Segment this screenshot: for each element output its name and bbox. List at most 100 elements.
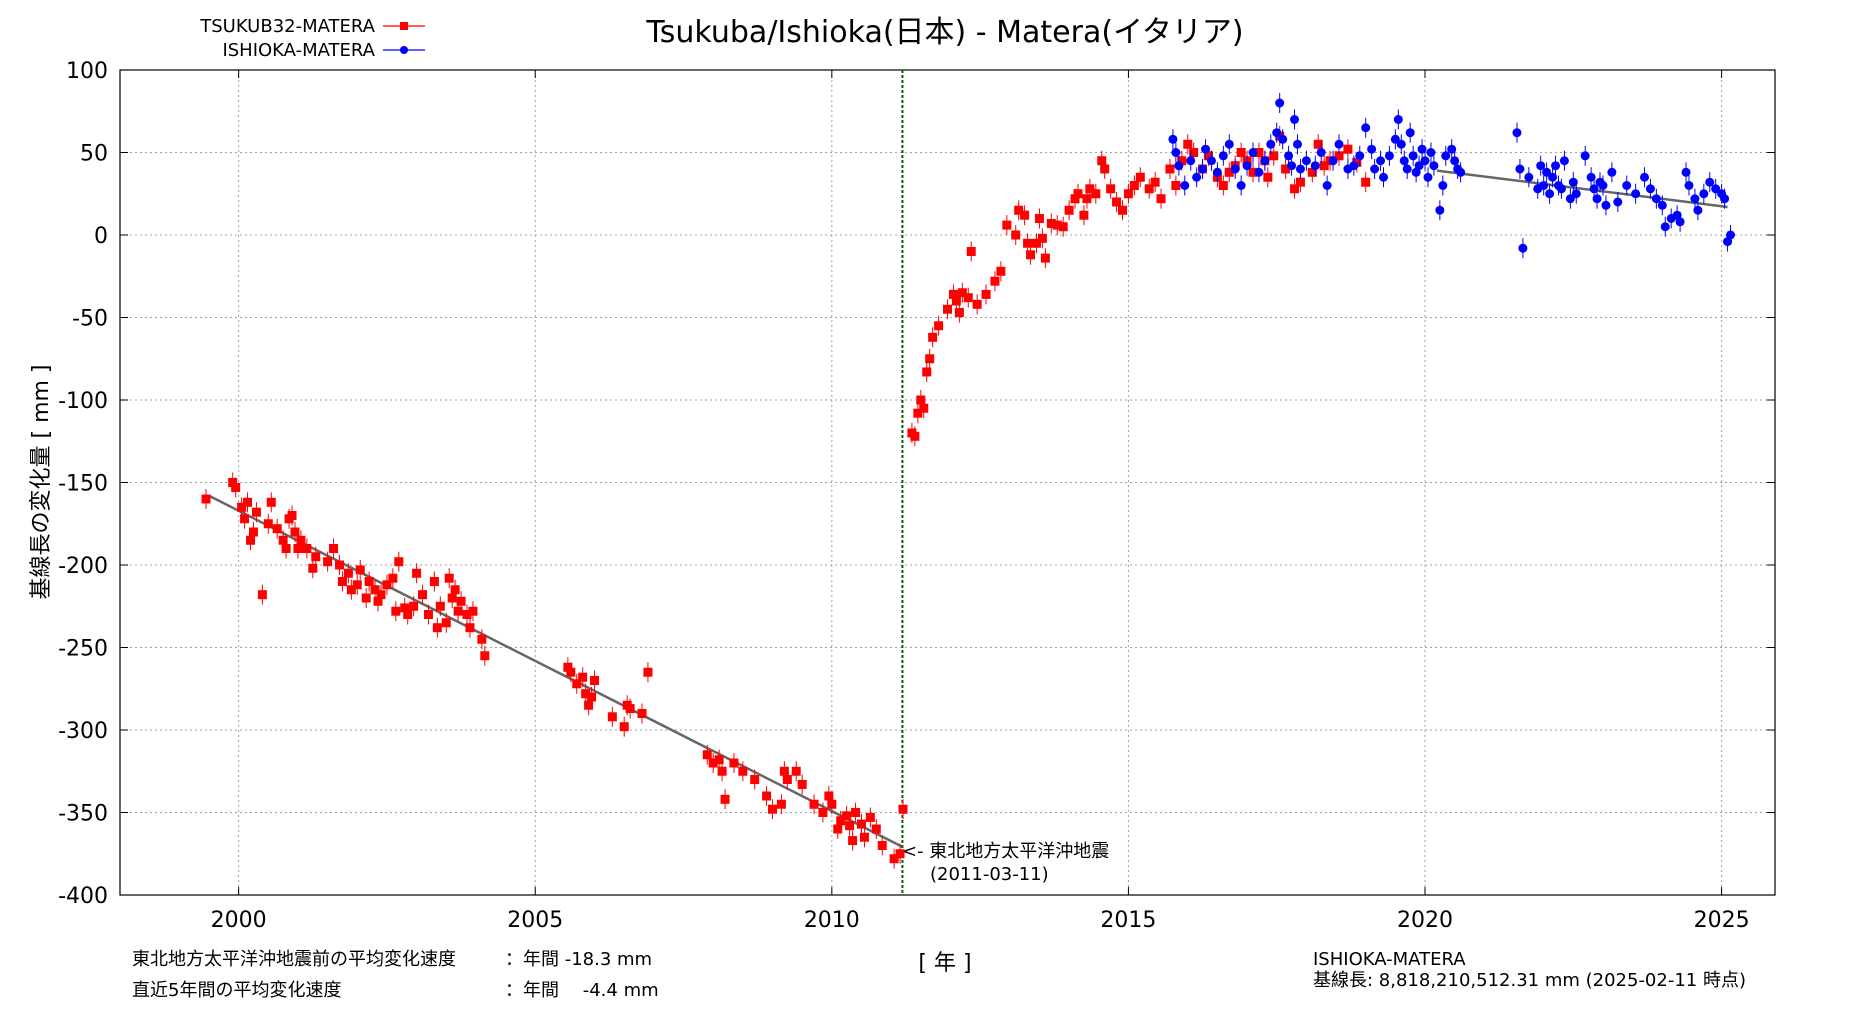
- data-point-tsukub32: [352, 580, 362, 590]
- data-point-tsukub32: [782, 775, 792, 784]
- data-point-tsukub32: [566, 667, 576, 677]
- data-point-tsukub32: [1281, 164, 1291, 174]
- legend-label-ishioka: ISHIOKA-MATERA: [222, 40, 375, 61]
- data-point-ishioka: [1290, 115, 1300, 124]
- rate-before-label: 東北地方太平洋沖地震前の平均変化速度: [132, 949, 456, 970]
- data-point-tsukub32: [477, 634, 487, 644]
- data-point-tsukub32: [963, 293, 973, 303]
- data-point-tsukub32: [296, 535, 306, 545]
- data-point-ishioka: [1571, 189, 1581, 199]
- data-point-ishioka: [1295, 164, 1305, 174]
- x-axis-label: [ 年 ]: [918, 951, 971, 976]
- data-point-tsukub32: [1070, 194, 1080, 204]
- data-point-tsukub32: [1014, 205, 1024, 215]
- data-point-tsukub32: [1106, 184, 1116, 194]
- data-point-tsukub32: [824, 791, 834, 801]
- data-point-tsukub32: [702, 750, 712, 760]
- data-point-tsukub32: [607, 712, 617, 722]
- legend-marker-ishioka: [400, 46, 408, 54]
- data-point-ishioka: [1539, 181, 1549, 190]
- data-point-ishioka: [1218, 151, 1228, 161]
- data-point-tsukub32: [1156, 194, 1166, 204]
- data-point-tsukub32: [278, 535, 288, 545]
- legend-marker-tsukub32: [400, 22, 408, 30]
- data-point-tsukub32: [435, 601, 445, 611]
- y-tick-label: -250: [58, 637, 108, 662]
- data-point-tsukub32: [1002, 220, 1012, 230]
- data-point-tsukub32: [376, 590, 386, 600]
- data-point-tsukub32: [1040, 253, 1050, 263]
- data-point-ishioka: [1660, 222, 1670, 232]
- data-point-tsukub32: [1135, 172, 1145, 182]
- data-point-tsukub32: [266, 497, 276, 507]
- data-point-tsukub32: [572, 679, 582, 689]
- data-point-tsukub32: [429, 577, 439, 586]
- data-point-tsukub32: [818, 808, 828, 817]
- data-point-ishioka: [1645, 184, 1655, 194]
- data-point-ishioka: [1230, 164, 1240, 174]
- data-point-tsukub32: [990, 276, 1000, 286]
- data-point-tsukub32: [720, 794, 730, 804]
- data-point-tsukub32: [1082, 194, 1092, 204]
- legend: TSUKUB32-MATERA ISHIOKA-MATERA: [199, 16, 425, 61]
- data-point-tsukub32: [418, 590, 428, 600]
- data-point-tsukub32: [240, 514, 250, 524]
- data-point-ishioka: [1284, 151, 1294, 161]
- data-point-tsukub32: [293, 544, 303, 553]
- data-point-ishioka: [1450, 156, 1460, 166]
- data-point-ishioka: [1512, 128, 1522, 138]
- data-point-tsukub32: [290, 527, 300, 537]
- data-point-tsukub32: [871, 824, 881, 834]
- data-point-ishioka: [1248, 148, 1258, 157]
- data-point-ishioka: [1524, 172, 1534, 182]
- data-point-tsukub32: [797, 779, 807, 789]
- data-point-ishioka: [1580, 151, 1590, 161]
- data-point-ishioka: [1417, 144, 1427, 154]
- x-tick-label: 2015: [1100, 908, 1156, 933]
- x-tick-label: 2000: [211, 908, 267, 933]
- data-point-tsukub32: [877, 841, 887, 850]
- data-point-ishioka: [1515, 164, 1525, 174]
- data-point-ishioka: [1399, 156, 1409, 166]
- data-point-ishioka: [1423, 172, 1433, 182]
- data-point-tsukub32: [361, 593, 371, 603]
- data-point-ishioka: [1301, 156, 1311, 166]
- y-tick-label: 100: [66, 59, 108, 84]
- data-point-tsukub32: [246, 535, 256, 545]
- data-point-ishioka: [1201, 144, 1211, 154]
- baseline-length: 基線長: 8,818,210,512.31 mm (2025-02-11 時点): [1313, 970, 1746, 991]
- data-point-ishioka: [1254, 167, 1264, 177]
- data-point-tsukub32: [308, 563, 318, 573]
- data-point-tsukub32: [1031, 238, 1041, 248]
- data-point-tsukub32: [1097, 156, 1107, 166]
- data-point-tsukub32: [996, 266, 1006, 276]
- data-point-tsukub32: [827, 799, 837, 809]
- data-point-ishioka: [1420, 156, 1430, 166]
- data-point-tsukub32: [1085, 184, 1095, 194]
- data-point-ishioka: [1168, 134, 1178, 144]
- data-point-ishioka: [1438, 181, 1448, 190]
- data-point-ishioka: [1726, 230, 1736, 240]
- y-tick-label: -300: [58, 719, 108, 744]
- data-point-tsukub32: [400, 603, 410, 613]
- data-point-tsukub32: [809, 799, 819, 809]
- data-point-ishioka: [1224, 139, 1234, 149]
- data-point-ishioka: [1565, 194, 1575, 204]
- data-point-tsukub32: [1079, 210, 1089, 220]
- data-point-tsukub32: [865, 812, 875, 822]
- data-point-ishioka: [1322, 181, 1332, 190]
- data-point-tsukub32: [708, 758, 718, 768]
- data-point-tsukub32: [1307, 167, 1317, 177]
- data-point-tsukub32: [287, 511, 297, 520]
- data-point-tsukub32: [382, 580, 392, 590]
- data-point-tsukub32: [334, 560, 344, 570]
- data-point-ishioka: [1212, 167, 1222, 177]
- data-point-tsukub32: [714, 755, 724, 765]
- data-point-tsukub32: [922, 367, 932, 377]
- data-point-tsukub32: [590, 676, 600, 685]
- data-point-ishioka: [1370, 164, 1380, 174]
- data-point-tsukub32: [373, 596, 383, 606]
- data-point-tsukub32: [637, 709, 647, 718]
- data-point-tsukub32: [1073, 189, 1083, 199]
